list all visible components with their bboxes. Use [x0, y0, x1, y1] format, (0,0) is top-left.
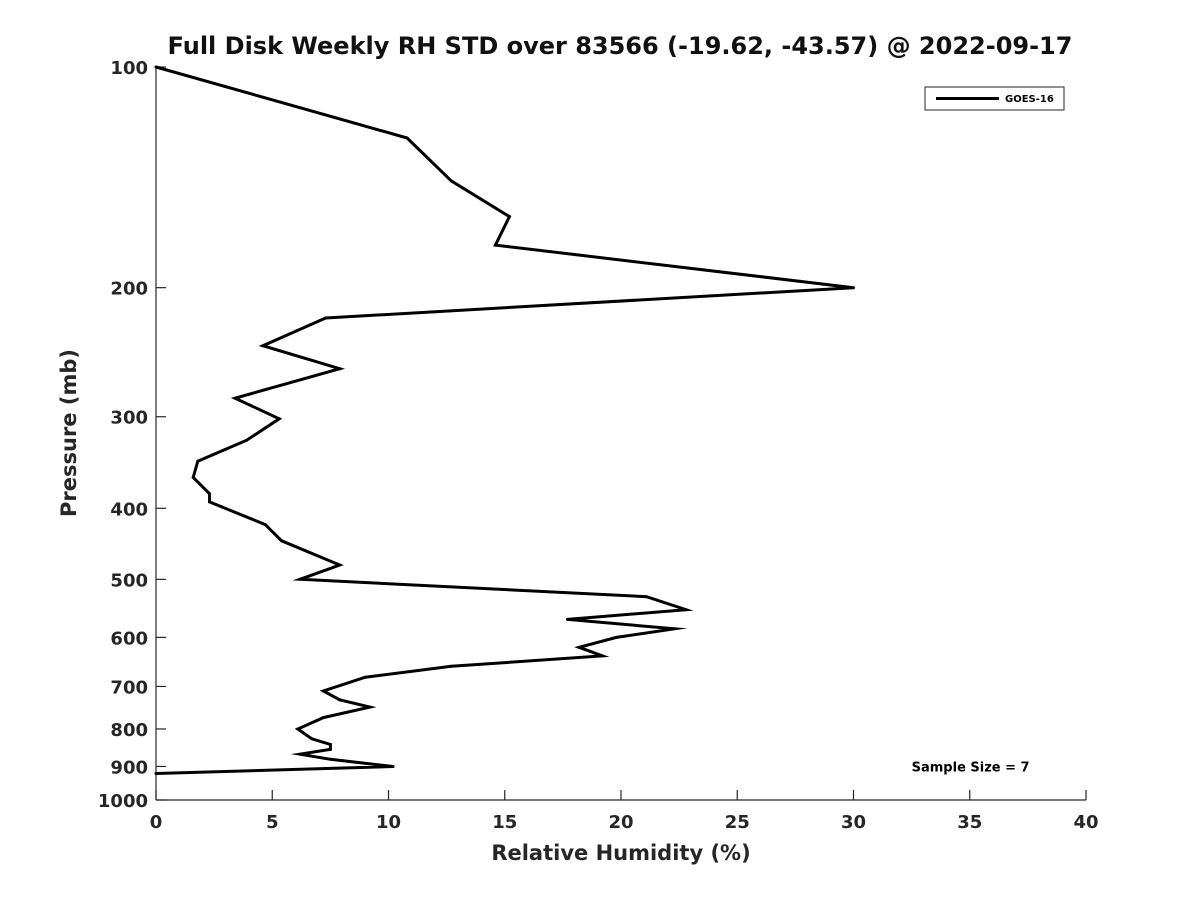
- series-point: [245, 438, 249, 442]
- series-point: [645, 595, 649, 599]
- y-tick-label: 400: [110, 499, 148, 520]
- series-point: [277, 417, 281, 421]
- chart-title: Full Disk Weekly RH STD over 83566 (-19.…: [168, 32, 1073, 60]
- series-point: [507, 215, 511, 219]
- series-point: [208, 492, 211, 496]
- series-point: [208, 500, 211, 504]
- legend-label: GOES-16: [1005, 94, 1054, 105]
- series-point: [328, 743, 332, 746]
- series-point: [673, 627, 676, 631]
- series-point: [449, 179, 453, 183]
- series-point: [614, 635, 618, 639]
- series-point: [328, 747, 332, 751]
- legend: GOES-16: [924, 86, 1065, 111]
- series-point: [298, 577, 302, 581]
- series-point: [328, 757, 332, 761]
- series-point: [233, 396, 237, 400]
- x-tick-label: 15: [492, 812, 517, 833]
- series-point: [684, 608, 688, 612]
- x-tick-label: 35: [957, 812, 982, 833]
- x-tick-label: 40: [1073, 812, 1098, 833]
- series-point: [449, 664, 453, 668]
- y-tick-label: 900: [110, 757, 148, 778]
- series-point: [338, 367, 342, 371]
- series-layer: [154, 65, 855, 775]
- series-point: [405, 136, 409, 140]
- y-tick-label: 100: [110, 58, 148, 79]
- series-point: [298, 752, 302, 756]
- series-point: [321, 716, 325, 720]
- x-tick-label: 25: [725, 812, 750, 833]
- series-point: [368, 705, 372, 709]
- series-point: [600, 654, 604, 658]
- series-point: [493, 243, 497, 247]
- series-point: [363, 675, 367, 679]
- y-axis-ticks: 100 200 300 400 500 600 700 800 900 1000: [98, 58, 166, 812]
- series-point: [577, 645, 581, 649]
- series-point: [154, 65, 158, 69]
- series-line-goes-16: [155, 65, 854, 775]
- y-tick-label: 500: [110, 570, 148, 591]
- series-point: [391, 765, 395, 768]
- y-tick-label: 300: [110, 408, 148, 429]
- x-tick-label: 10: [376, 812, 401, 833]
- series-point: [321, 689, 325, 693]
- series-point: [310, 737, 314, 741]
- series-point: [191, 475, 195, 479]
- y-tick-label: 600: [110, 628, 148, 649]
- y-tick-label: 1000: [98, 791, 148, 812]
- x-tick-label: 30: [841, 812, 866, 833]
- x-tick-label: 20: [608, 812, 633, 833]
- x-axis-label: Relative Humidity (%): [491, 841, 750, 865]
- series-point: [280, 539, 284, 543]
- series-point: [263, 523, 267, 527]
- series-point: [261, 344, 265, 348]
- x-tick-label: 5: [266, 812, 279, 833]
- plot-axes: [155, 67, 1086, 801]
- x-tick-label: 0: [150, 812, 163, 833]
- y-tick-label: 800: [110, 720, 148, 741]
- x-axis-ticks: 0 5 10 15 20 25 30 35 40: [150, 790, 1099, 833]
- y-tick-label: 200: [110, 279, 148, 300]
- series-point: [196, 459, 200, 463]
- series-point: [852, 286, 855, 290]
- y-tick-label: 700: [110, 677, 148, 698]
- series-point: [566, 617, 569, 621]
- series-point: [296, 727, 300, 731]
- y-axis-label: Pressure (mb): [57, 349, 81, 517]
- series-point: [338, 698, 342, 702]
- series-point: [154, 772, 158, 775]
- series-point: [324, 316, 328, 320]
- sample-size-annotation: Sample Size = 7: [912, 760, 1030, 775]
- series-point: [338, 563, 342, 567]
